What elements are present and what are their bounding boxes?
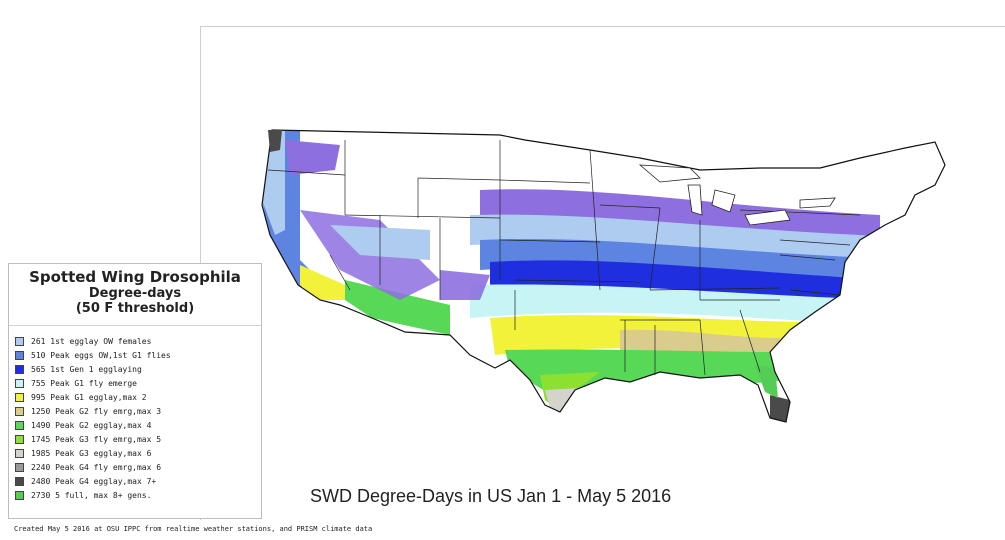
legend-threshold: (50 F threshold)	[75, 301, 195, 316]
band-purple	[480, 189, 880, 240]
legend-item: 1985 Peak G3 egglay,max 6	[15, 446, 257, 460]
legend-list: 261 1st egglay OW females 510 Peak eggs …	[15, 334, 257, 502]
legend-swatch	[15, 336, 24, 346]
socal-yellow	[300, 265, 345, 300]
legend-item: 261 1st egglay OW females	[15, 334, 257, 348]
legend-subtitle: Degree-days	[88, 286, 182, 301]
legend-item: 510 Peak eggs OW,1st G1 flies	[15, 348, 257, 362]
legend-item-label: 1745 Peak G3 fly emrg,max 5	[31, 434, 162, 444]
band-dark-blue	[490, 260, 855, 300]
band-tan	[620, 329, 780, 354]
legend-item-label: 2730 5 full, max 8+ gens.	[31, 490, 152, 500]
band-green-florida	[755, 365, 778, 398]
legend-item-label: 2240 Peak G4 fly emrg,max 6	[31, 462, 162, 472]
band-cyan	[470, 284, 840, 322]
great-lakes	[638, 164, 836, 226]
band-light-blue	[470, 214, 880, 260]
legend-item-label: 995 Peak G1 egglay,max 2	[31, 392, 147, 402]
band-gray-south-texas	[545, 388, 580, 415]
arizona-green	[345, 280, 450, 335]
legend-item: 755 Peak G1 fly emerge	[15, 376, 257, 390]
legend-swatch	[15, 448, 24, 458]
legend-swatch	[15, 434, 24, 444]
legend-item: 1745 Peak G3 fly emrg,max 5	[15, 432, 257, 446]
band-dark-gray-florida	[770, 395, 790, 422]
legend-item-label: 261 1st egglay OW females	[31, 336, 152, 346]
puget-sound-detail	[268, 130, 282, 152]
southwest-purple	[440, 270, 490, 300]
legend-swatch	[15, 392, 24, 402]
legend-item-label: 1985 Peak G3 egglay,max 6	[31, 448, 152, 458]
legend-item: 565 1st Gen 1 egglaying	[15, 362, 257, 376]
legend-item: 995 Peak G1 egglay,max 2	[15, 390, 257, 404]
legend-item: 2480 Peak G4 egglay,max 7+	[15, 474, 257, 488]
legend-item-label: 1250 Peak G2 fly emrg,max 3	[31, 406, 162, 416]
legend-swatch	[15, 378, 24, 388]
legend-swatch	[15, 490, 24, 500]
footer-credit: Created May 5 2016 at OSU IPPC from real…	[14, 525, 373, 533]
legend-item-label: 2480 Peak G4 egglay,max 7+	[31, 476, 157, 486]
us-outline	[261, 129, 946, 423]
legend: Spotted Wing Drosophila Degree-days (50 …	[8, 263, 262, 519]
legend-title-block: Spotted Wing Drosophila Degree-days (50 …	[9, 268, 261, 316]
legend-item: 1490 Peak G2 egglay,max 4	[15, 418, 257, 432]
legend-swatch	[15, 350, 24, 360]
legend-item: 2730 5 full, max 8+ gens.	[15, 488, 257, 502]
legend-item-label: 565 1st Gen 1 egglaying	[31, 364, 142, 374]
legend-swatch	[15, 406, 24, 416]
legend-swatch	[15, 364, 24, 374]
state-borders	[267, 140, 861, 376]
band-medium-blue	[480, 239, 870, 282]
legend-swatch	[15, 476, 24, 486]
northwest-purple	[285, 140, 340, 175]
legend-item: 1250 Peak G2 fly emrg,max 3	[15, 404, 257, 418]
legend-divider	[9, 325, 261, 326]
legend-swatch	[15, 462, 24, 472]
legend-item-label: 1490 Peak G2 egglay,max 4	[31, 420, 152, 430]
legend-item-label: 510 Peak eggs OW,1st G1 flies	[31, 350, 171, 360]
legend-swatch	[15, 420, 24, 430]
legend-item-label: 755 Peak G1 fly emerge	[31, 378, 137, 388]
legend-item: 2240 Peak G4 fly emrg,max 6	[15, 460, 257, 474]
map-title: SWD Degree-Days in US Jan 1 - May 5 2016	[310, 486, 672, 506]
legend-title: Spotted Wing Drosophila	[29, 268, 241, 286]
